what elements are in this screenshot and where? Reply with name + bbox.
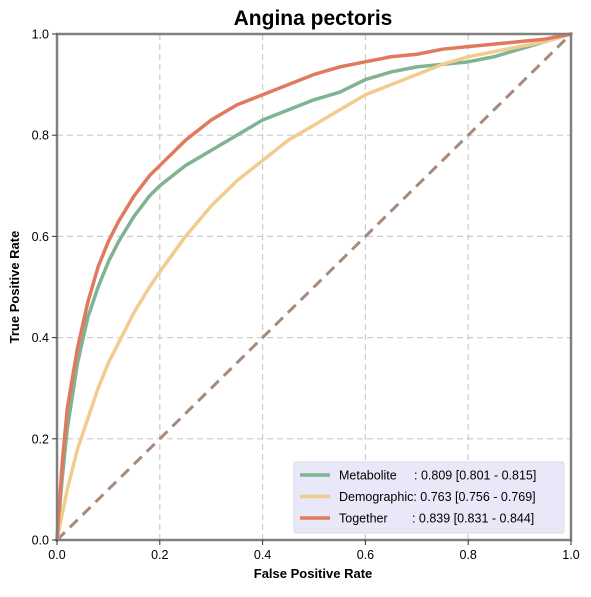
x-tick-label: 0.2 xyxy=(151,548,168,562)
chart-title: Angina pectoris xyxy=(234,7,393,30)
y-tick-label: 0.0 xyxy=(32,534,49,548)
legend-label-metabolite: Metabolite : 0.809 [0.801 - 0.815] xyxy=(339,469,536,483)
axis-ticks: 0.0 0.2 0.4 0.6 0.8 1.0 0.0 0.2 0.4 0.6 0.8 1.0 xyxy=(32,28,580,563)
series-line-together xyxy=(55,32,573,542)
series-line-metabolite xyxy=(55,32,573,542)
axes-frame xyxy=(55,32,573,542)
y-tick-label: 0.8 xyxy=(32,129,49,143)
y-tick-label: 0.4 xyxy=(32,331,49,345)
x-tick-label: 0.8 xyxy=(460,548,477,562)
legend-label-together: Together : 0.839 [0.831 - 0.844] xyxy=(339,512,534,526)
reference-diagonal-line xyxy=(55,32,573,542)
y-tick-label: 1.0 xyxy=(32,28,49,42)
x-tick-label: 0.4 xyxy=(254,548,271,562)
x-axis-label: False Positive Rate xyxy=(254,566,373,581)
x-tick-label: 0.0 xyxy=(48,548,65,562)
legend-label-demographic: Demographic: 0.763 [0.756 - 0.769] xyxy=(339,490,536,504)
legend-box xyxy=(293,461,565,534)
x-tick-label: 0.6 xyxy=(357,548,374,562)
series-line-demographic xyxy=(55,32,573,542)
y-axis-label: True Positive Rate xyxy=(7,231,22,344)
series-lines xyxy=(55,32,573,542)
legend: Metabolite : 0.809 [0.801 - 0.815] Demogr… xyxy=(293,461,565,534)
y-tick-label: 0.2 xyxy=(32,432,49,446)
x-tick-label: 1.0 xyxy=(562,548,579,562)
plot-area xyxy=(55,32,573,542)
y-tick-label: 0.6 xyxy=(32,230,49,244)
